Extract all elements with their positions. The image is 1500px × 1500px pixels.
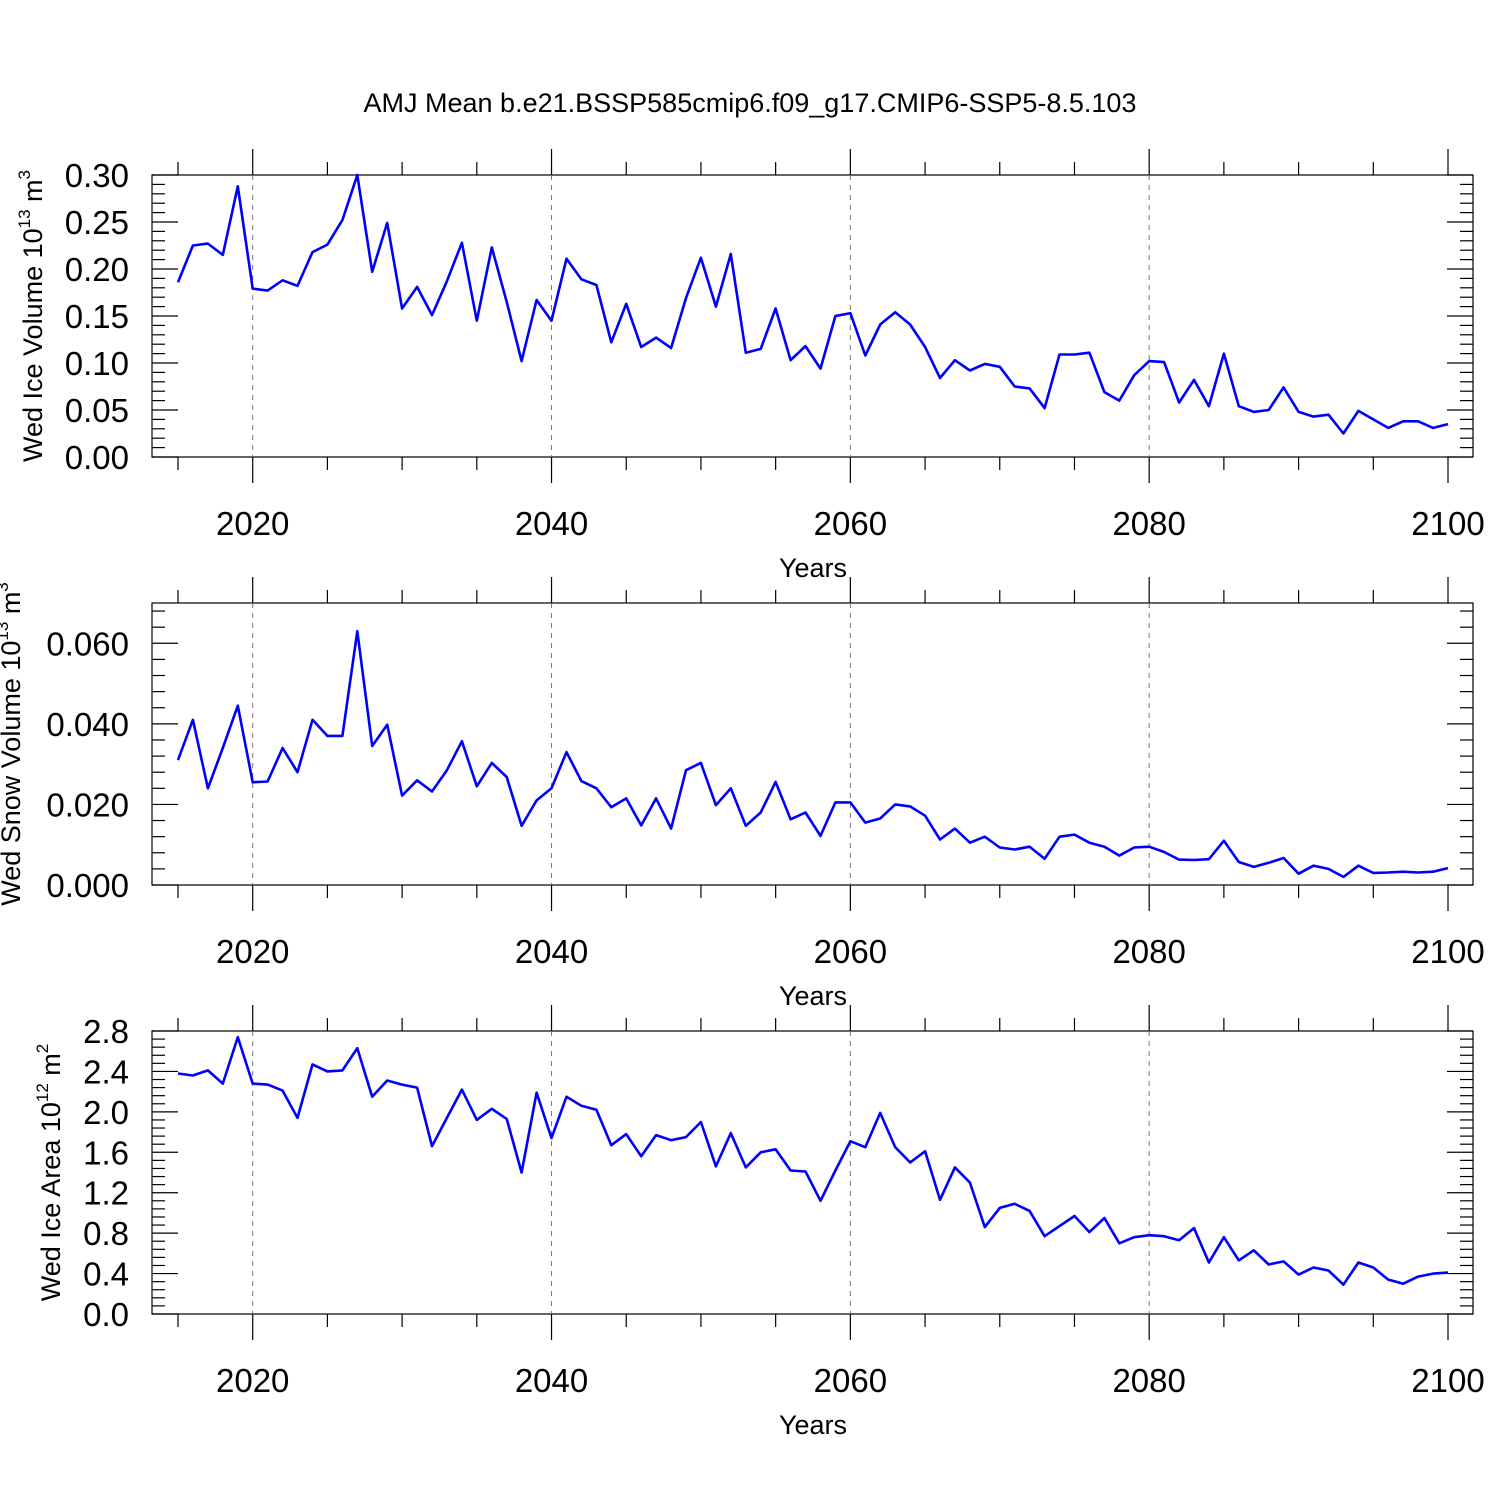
x-tick-label: 2100 <box>1411 505 1484 542</box>
x-tick-label: 2020 <box>216 933 289 970</box>
x-tick-label: 2020 <box>216 1362 289 1399</box>
y-axis-label-exponent: 13 <box>0 622 12 641</box>
y-tick-label: 0.30 <box>65 157 129 194</box>
x-tick-label: 2100 <box>1411 1362 1484 1399</box>
y-tick-label: 0.020 <box>46 786 129 823</box>
y-axis-label-unit-power: 3 <box>0 582 12 591</box>
y-tick-label: 0.040 <box>46 706 129 743</box>
y-axis-label: Wed Ice Area 1012 m2 <box>33 1044 66 1302</box>
x-tick-label: 2060 <box>814 505 887 542</box>
y-axis-label-exponent: 13 <box>15 209 34 228</box>
y-tick-label: 2.8 <box>83 1013 129 1050</box>
series-line <box>176 173 1449 435</box>
y-tick-label: 0.15 <box>65 298 129 335</box>
y-tick-label: 0.0 <box>83 1296 129 1333</box>
y-axis-label-text: Wed Ice Volume 10 <box>18 228 48 462</box>
plot-frame <box>151 174 1474 458</box>
y-axis-label: Wed Ice Volume 1013 m3 <box>15 170 48 462</box>
series-line <box>176 629 1449 879</box>
y-tick-label: 0.05 <box>65 392 129 429</box>
x-axis-label: Years <box>779 553 847 583</box>
x-tick-label: 2080 <box>1112 505 1185 542</box>
y-axis-label-unit: m <box>36 1053 66 1083</box>
y-tick-label: 0.000 <box>46 867 129 904</box>
y-tick-label: 2.0 <box>83 1094 129 1131</box>
x-tick-label: 2080 <box>1112 1362 1185 1399</box>
y-tick-label: 0.20 <box>65 251 129 288</box>
panel-2: 2020 2040 2060 2080 2100 Years 0.000 0.020 0.040… <box>0 577 1485 1011</box>
y-tick-label: 0.060 <box>46 625 129 662</box>
x-tick-label: 2040 <box>515 933 588 970</box>
y-tick-label: 1.6 <box>83 1134 129 1171</box>
y-tick-label: 0.10 <box>65 345 129 382</box>
x-tick-label: 2100 <box>1411 933 1484 970</box>
y-tick-label: 2.4 <box>83 1053 129 1090</box>
y-axis-label-text: Wed Snow Volume 10 <box>0 641 26 906</box>
x-tick-label: 2060 <box>814 933 887 970</box>
plot-frame <box>151 602 1474 886</box>
y-tick-label: 0.8 <box>83 1215 129 1252</box>
y-tick-label: 0.25 <box>65 204 129 241</box>
y-tick-label: 0.4 <box>83 1256 129 1293</box>
panels: 2020 2040 2060 2080 2100 Years 0.00 0.05 0.10 0.1… <box>0 149 1485 1440</box>
x-tick-label: 2040 <box>515 505 588 542</box>
x-tick-label: 2060 <box>814 1362 887 1399</box>
panel-1: 2020 2040 2060 2080 2100 Years 0.00 0.05 0.10 0.1… <box>15 149 1485 583</box>
y-axis-label-text: Wed Ice Area 10 <box>36 1102 66 1301</box>
x-tick-label: 2080 <box>1112 933 1185 970</box>
y-tick-label: 1.2 <box>83 1175 129 1212</box>
x-axis-label: Years <box>779 1410 847 1440</box>
y-axis-label-exponent: 12 <box>33 1083 52 1102</box>
y-tick-label: 0.00 <box>65 439 129 476</box>
y-axis-label: Wed Snow Volume 1013 m3 <box>0 582 26 906</box>
series-line <box>177 1035 1449 1286</box>
y-axis-label-unit: m <box>18 179 48 209</box>
x-axis-label: Years <box>779 981 847 1011</box>
plot-frame <box>151 1030 1474 1315</box>
x-tick-label: 2040 <box>515 1362 588 1399</box>
y-axis-label-unit: m <box>0 592 26 622</box>
chart-title: AMJ Mean b.e21.BSSP585cmip6.f09_g17.CMIP… <box>364 88 1137 118</box>
y-axis-label-unit-power: 3 <box>15 170 34 179</box>
y-axis-label-unit-power: 2 <box>33 1044 52 1053</box>
x-tick-label: 2020 <box>216 505 289 542</box>
panel-3: 2020 2040 2060 2080 2100 Years 0.00.4 0.81.2 1.6… <box>33 1005 1485 1440</box>
